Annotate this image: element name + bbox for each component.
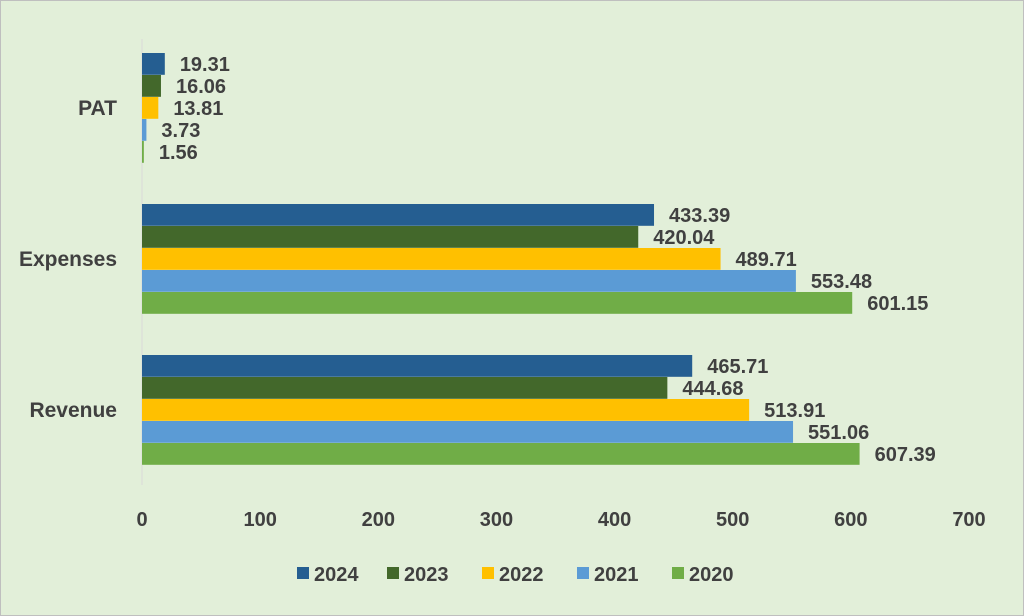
bar-revenue-2020 xyxy=(142,443,860,465)
data-label-revenue-2021: 551.06 xyxy=(808,422,869,444)
data-label-pat-2023: 16.06 xyxy=(176,76,226,98)
legend-label-2024: 2024 xyxy=(314,564,359,586)
legend-label-2020: 2020 xyxy=(689,564,734,586)
bar-pat-2022 xyxy=(142,97,159,119)
data-label-pat-2021: 3.73 xyxy=(161,120,200,142)
bar-revenue-2023 xyxy=(142,377,668,399)
data-label-revenue-2023: 444.68 xyxy=(682,378,743,400)
x-tick-label: 500 xyxy=(716,509,749,531)
x-tick-label: 300 xyxy=(480,509,513,531)
data-label-expenses-2024: 433.39 xyxy=(669,205,730,227)
bars xyxy=(142,53,860,465)
bar-revenue-2021 xyxy=(142,421,794,443)
data-label-expenses-2021: 553.48 xyxy=(811,271,872,293)
legend-swatch-2023 xyxy=(387,567,399,579)
x-axis-ticks: 0 100 200 300 400 500 600 700 xyxy=(136,509,985,531)
bar-pat-2020 xyxy=(142,141,144,163)
category-label-pat: PAT xyxy=(78,97,117,120)
data-label-expenses-2023: 420.04 xyxy=(653,227,715,249)
x-tick-label: 400 xyxy=(598,509,631,531)
legend-swatch-2022 xyxy=(482,567,494,579)
bar-pat-2024 xyxy=(142,53,165,75)
legend-label-2023: 2023 xyxy=(404,564,449,586)
x-tick-label: 0 xyxy=(136,509,147,531)
data-label-pat-2024: 19.31 xyxy=(180,54,230,76)
data-label-expenses-2022: 489.71 xyxy=(736,249,797,271)
x-tick-label: 100 xyxy=(243,509,276,531)
bar-revenue-2024 xyxy=(142,355,693,377)
bar-expenses-2020 xyxy=(142,292,853,314)
category-label-expenses: Expenses xyxy=(19,248,117,271)
data-label-pat-2022: 13.81 xyxy=(173,98,223,120)
legend-label-2022: 2022 xyxy=(499,564,544,586)
bar-revenue-2022 xyxy=(142,399,750,421)
x-tick-label: 600 xyxy=(834,509,867,531)
bar-expenses-2021 xyxy=(142,270,796,292)
data-label-pat-2020: 1.56 xyxy=(159,142,198,164)
data-label-revenue-2020: 607.39 xyxy=(875,444,936,466)
legend-label-2021: 2021 xyxy=(594,564,639,586)
data-label-revenue-2024: 465.71 xyxy=(707,356,768,378)
bar-pat-2023 xyxy=(142,75,161,97)
bar-pat-2021 xyxy=(142,119,147,141)
category-labels: PAT Expenses Revenue xyxy=(19,97,117,422)
legend-swatch-2021 xyxy=(577,567,589,579)
bar-expenses-2023 xyxy=(142,226,639,248)
category-label-revenue: Revenue xyxy=(29,399,117,422)
bar-expenses-2024 xyxy=(142,204,655,226)
data-label-expenses-2020: 601.15 xyxy=(867,293,928,315)
x-tick-label: 700 xyxy=(952,509,985,531)
legend: 2024 2023 2022 2021 2020 xyxy=(297,564,734,586)
legend-swatch-2024 xyxy=(297,567,309,579)
x-tick-label: 200 xyxy=(362,509,395,531)
legend-swatch-2020 xyxy=(672,567,684,579)
data-label-revenue-2022: 513.91 xyxy=(764,400,825,422)
bar-expenses-2022 xyxy=(142,248,721,270)
